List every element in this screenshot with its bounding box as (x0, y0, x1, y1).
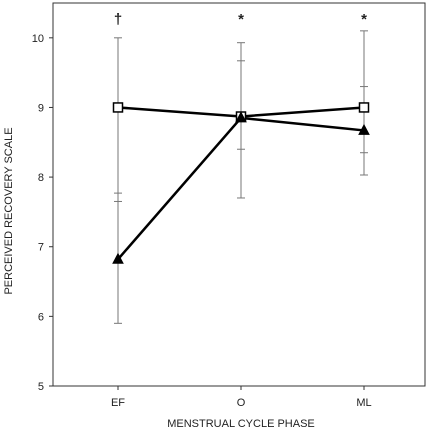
error-bars (114, 30, 368, 324)
marker-square-EF (112, 102, 124, 113)
annotation-O: * (238, 11, 244, 28)
series-markers (112, 102, 370, 264)
x-axis-label: MENSTRUAL CYCLE PHASE (167, 418, 315, 430)
y-tick-label-9: 9 (38, 102, 44, 114)
y-axis-label: PERCEIVED RECOVERY SCALE (3, 127, 15, 294)
marker-square-ML (358, 102, 370, 113)
y-tick-label-5: 5 (38, 381, 44, 393)
plot-frame (52, 2, 426, 387)
annotation-EF: † (114, 11, 122, 28)
annotations: † * * (114, 11, 367, 28)
y-tick-label-7: 7 (38, 242, 44, 254)
x-tick-label-EF: EF (111, 397, 125, 409)
axes: 5 6 7 8 9 10 EF O ML (32, 2, 426, 409)
y-tick-label-10: 10 (32, 33, 44, 45)
annotation-ML: * (361, 11, 367, 28)
y-tick-label-6: 6 (38, 311, 44, 323)
x-tick-label-ML: ML (356, 397, 371, 409)
marker-triangle-EF (112, 252, 124, 264)
marker-triangle-ML (358, 123, 370, 135)
x-tick-label-O: O (237, 397, 246, 409)
marker-triangle-O (235, 111, 247, 123)
y-tick-label-8: 8 (38, 172, 44, 184)
